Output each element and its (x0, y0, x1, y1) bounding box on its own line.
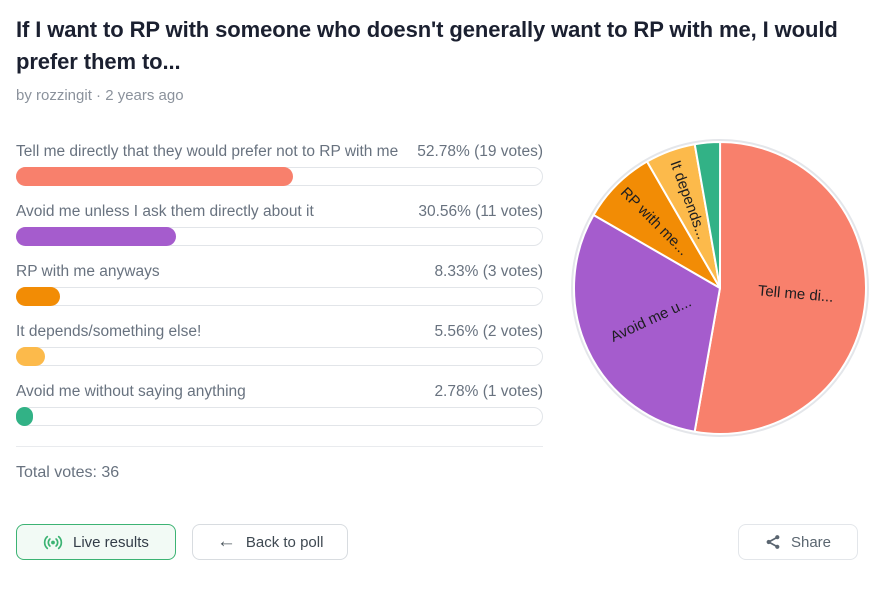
option-label: Tell me directly that they would prefer … (16, 143, 399, 160)
option-bar-fill (16, 407, 33, 426)
share-nodes-icon (766, 535, 780, 549)
option-bar-track (16, 287, 543, 306)
results-list: Tell me directly that they would prefer … (16, 142, 543, 482)
pie-slice (573, 213, 721, 433)
total-votes: Total votes: 36 (16, 464, 120, 481)
poll-option-row: Avoid me unless I ask them directly abou… (16, 202, 543, 246)
option-label: Avoid me unless I ask them directly abou… (16, 203, 314, 220)
poll-title: If I want to RP with someone who doesn't… (16, 17, 838, 74)
poll-option-row: Tell me directly that they would prefer … (16, 142, 543, 186)
poll-option-row: It depends/something else! 5.56% (2 votes… (16, 322, 543, 366)
footer-actions: Live results ← Back to poll Share (16, 524, 868, 560)
option-bar-track (16, 167, 543, 186)
pie-slice (693, 141, 867, 435)
option-bar-track (16, 407, 543, 426)
option-stat: 8.33% (3 votes) (434, 263, 543, 280)
poll-byline: by rozzingit · 2 years ago (16, 87, 184, 104)
share-button[interactable]: Share (737, 524, 858, 560)
poll-option-row: Avoid me without saying anything 2.78% (1… (16, 382, 543, 426)
back-to-poll-label: Back to poll (245, 533, 324, 551)
option-bar-fill (16, 347, 46, 366)
option-bar-track (16, 227, 543, 246)
poll-results-page: If I want to RP with someone who doesn't… (16, 17, 869, 560)
live-results-button[interactable]: Live results (16, 524, 176, 560)
option-label: It depends/something else! (16, 323, 202, 340)
option-stat: 5.56% (2 votes) (434, 323, 543, 340)
option-stat: 52.78% (19 votes) (417, 143, 543, 160)
poll-options: Tell me directly that they would prefer … (16, 142, 543, 426)
share-label: Share (790, 533, 831, 551)
option-bar-fill (16, 167, 294, 186)
option-bar-track (16, 347, 543, 366)
live-results-label: Live results (73, 533, 149, 551)
option-stat: 2.78% (1 votes) (434, 383, 543, 400)
pie-slice-label: Tell me di... (757, 282, 834, 306)
pie-chart-area: Tell me di... Avoid me u... RP with me... I… (543, 139, 869, 448)
results-content: Tell me directly that they would prefer … (16, 139, 869, 482)
pie-slice (693, 140, 722, 289)
arrow-left-icon: ← (216, 530, 236, 552)
option-label: Avoid me without saying anything (16, 383, 246, 400)
poll-option-row: RP with me anyways 8.33% (3 votes) (16, 262, 543, 306)
pie-outline (571, 139, 869, 437)
option-stat: 30.56% (11 votes) (418, 203, 543, 220)
option-label: RP with me anyways (16, 263, 160, 280)
option-bar-fill (16, 287, 60, 306)
divider (16, 446, 543, 447)
live-signal-icon (43, 535, 63, 549)
pie-chart: Tell me di...Avoid me u...RP with me...I… (571, 139, 869, 437)
option-bar-fill (16, 227, 177, 246)
back-to-poll-button[interactable]: ← Back to poll (191, 524, 349, 560)
